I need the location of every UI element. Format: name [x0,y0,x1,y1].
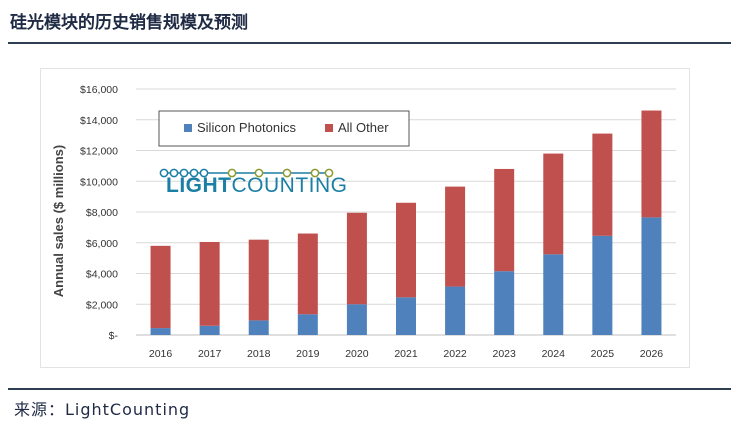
legend-label-all-other: All Other [338,120,389,135]
bars [150,110,662,335]
y-axis-label: Annual sales ($ millions) [51,145,66,297]
y-tick-label: $2,000 [86,299,118,311]
bar-silicon-photonics [641,217,662,335]
bar-all-other [494,168,515,272]
y-tick-label: $14,000 [80,115,118,127]
header-divider [8,42,731,44]
x-tick-label: 2023 [493,348,517,360]
page-title: 硅光模块的历史销售规模及预测 [10,13,248,33]
logo-dot [189,168,199,178]
footer-divider [8,388,731,390]
logo-dot [282,168,292,178]
bar-all-other [150,245,171,329]
logo-dot-chain [159,168,334,178]
x-axis-ticks: 2016 2017 2018 2019 2020 2021 2022 2023 2024 2025… [149,348,663,360]
legend: Silicon Photonics All Other [158,110,410,147]
logo-dot [310,168,320,178]
bar-silicon-photonics [150,328,171,335]
logo-wordmark: LIGHTCOUNTING [166,174,348,197]
bar-all-other [346,212,367,305]
bar-silicon-photonics [494,271,515,335]
bar-silicon-photonics [592,235,613,335]
y-tick-label: $10,000 [80,176,118,188]
bar-all-other [248,239,269,321]
x-tick-label: 2018 [247,348,271,360]
x-tick-label: 2026 [640,348,664,360]
logo-dot [159,168,169,178]
bar-all-other [592,133,613,236]
lightcounting-logo: LIGHTCOUNTING [159,168,348,197]
bar-silicon-photonics [445,286,466,335]
bar-silicon-photonics [297,314,318,335]
bar-all-other [641,110,662,218]
chart-container: $- $2,000 $4,000 $6,000 $8,000 $10,000 $12,000… [40,68,690,368]
logo-dot [254,168,264,178]
bar-all-other [297,233,318,315]
legend-swatch-silicon-photonics [184,124,192,132]
logo-dot [227,168,237,178]
bar-silicon-photonics [396,297,416,335]
y-tick-label: $8,000 [86,207,118,219]
x-tick-label: 2022 [443,348,467,360]
x-tick-label: 2020 [345,348,369,360]
x-tick-label: 2016 [149,348,173,360]
stacked-bar-chart: $- $2,000 $4,000 $6,000 $8,000 $10,000 $12,000… [51,84,676,360]
logo-text-light: LIGHT [166,174,232,197]
bar-all-other [543,153,564,255]
bar-silicon-photonics [199,325,220,335]
x-tick-label: 2025 [591,348,615,360]
y-tick-label: $16,000 [80,84,118,96]
legend-swatch-all-other [325,124,333,132]
y-tick-label: $6,000 [86,238,118,250]
legend-box [158,110,410,147]
y-tick-label: $- [109,330,119,342]
x-tick-label: 2024 [542,348,566,360]
legend-label-silicon-photonics: Silicon Photonics [197,120,296,135]
bar-silicon-photonics [346,304,367,335]
x-tick-label: 2017 [198,348,222,360]
bar-all-other [396,202,416,298]
logo-dot [199,168,209,178]
bar-silicon-photonics [248,320,269,335]
y-axis-ticks: $- $2,000 $4,000 $6,000 $8,000 $10,000 $12,000… [80,84,118,342]
logo-dot [179,168,189,178]
y-tick-label: $12,000 [80,146,118,158]
bar-all-other [445,186,466,287]
bar-silicon-photonics [543,254,564,335]
bar-all-other [199,241,220,326]
x-tick-label: 2019 [296,348,320,360]
logo-dot [169,168,179,178]
y-tick-label: $4,000 [86,269,118,281]
x-tick-label: 2021 [394,348,418,360]
source-note: 来源：LightCounting [14,400,191,419]
logo-dot [324,168,334,178]
logo-text-counting: COUNTING [232,174,348,197]
